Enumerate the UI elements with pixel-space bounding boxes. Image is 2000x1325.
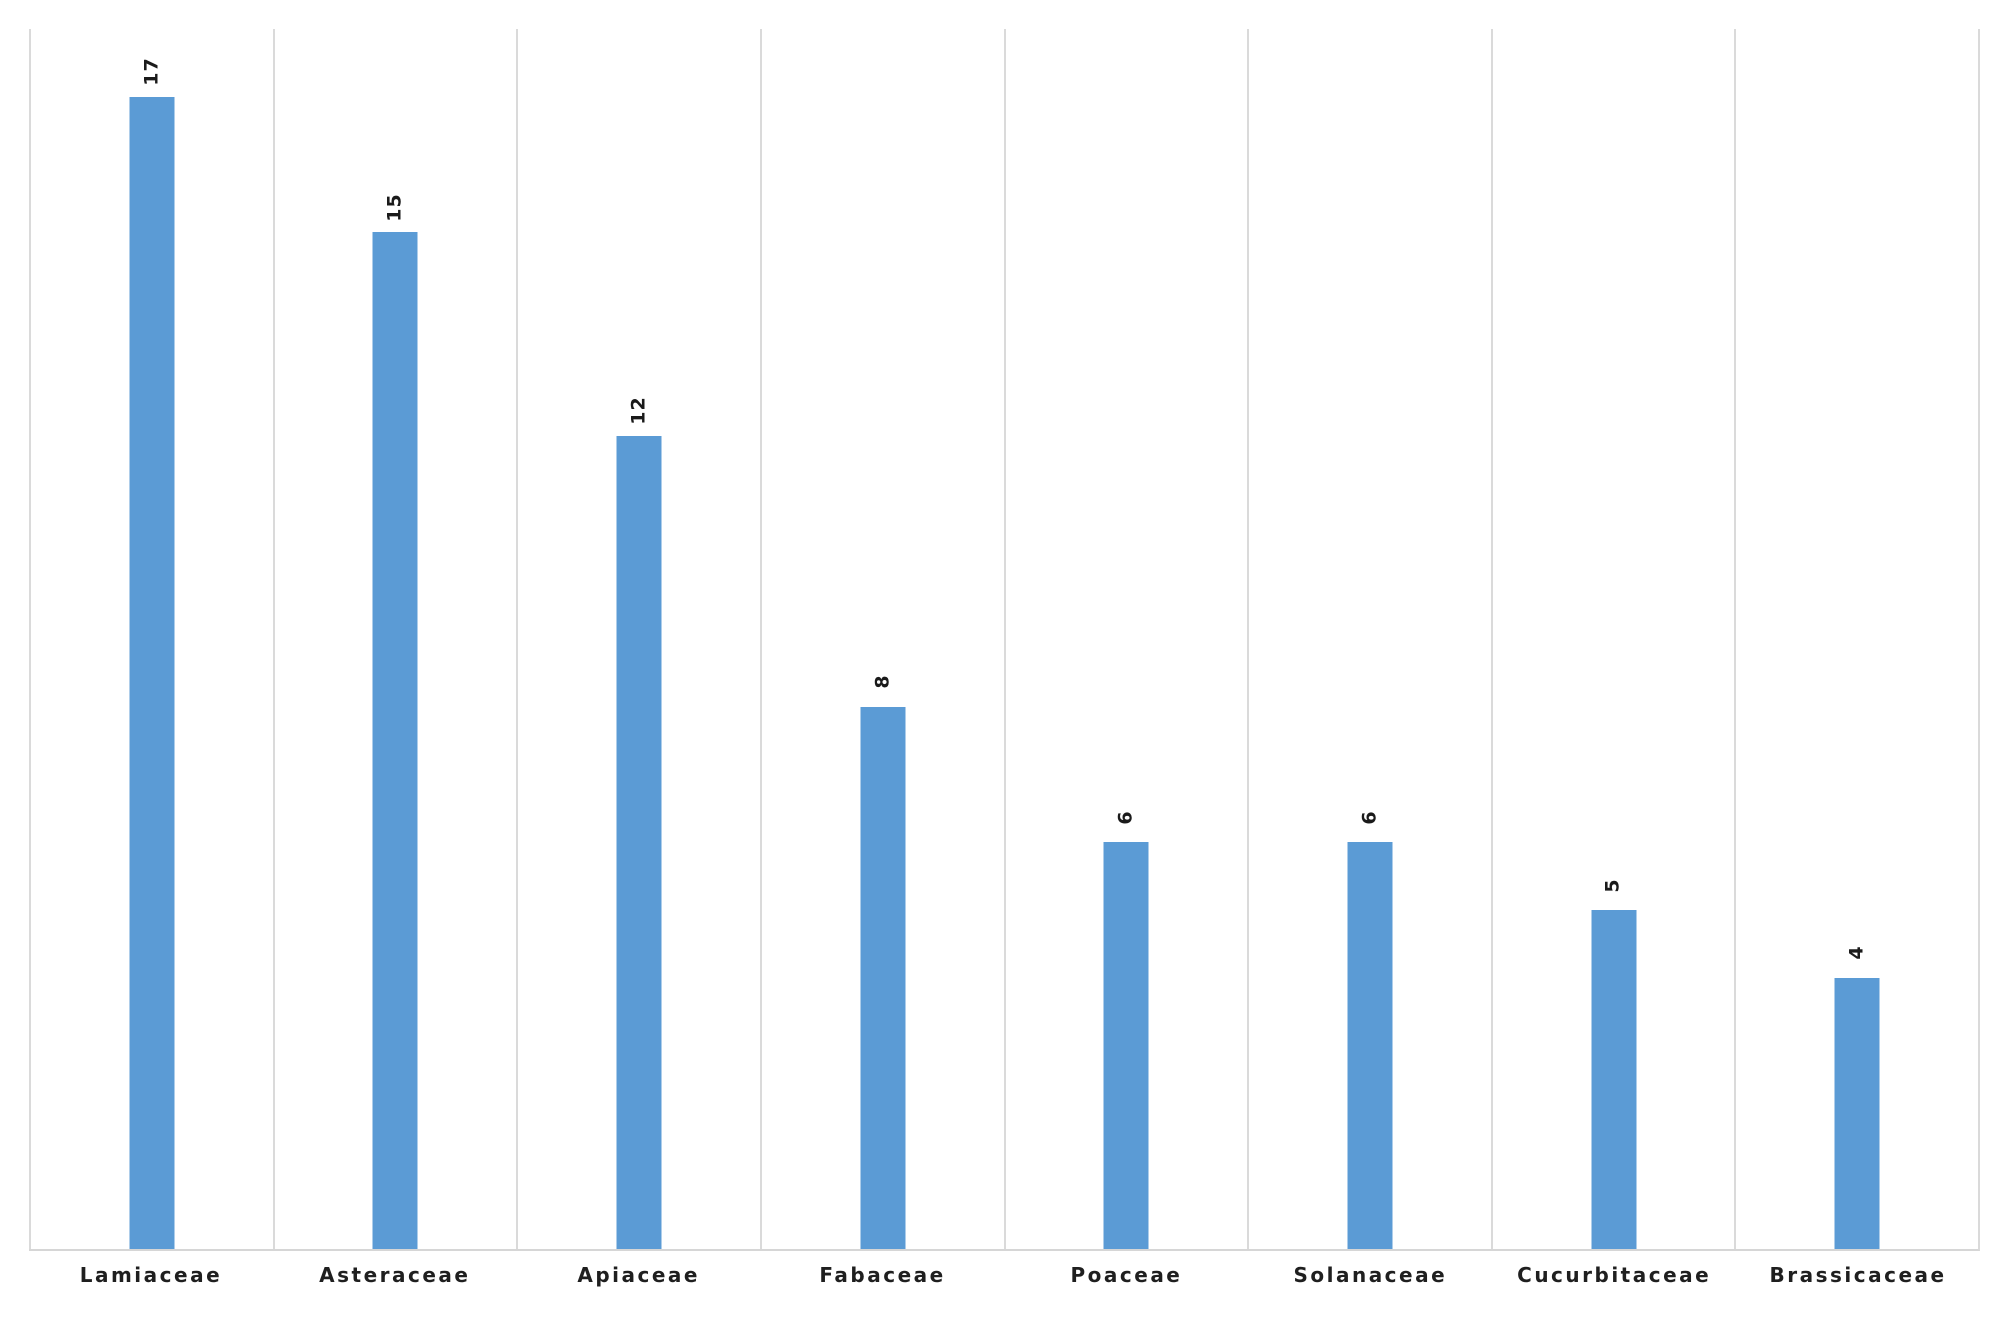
category-label: Asteraceae [319,1263,471,1287]
bar [1591,910,1637,1249]
data-label-anchor: 12 [518,386,760,436]
data-label: 15 [383,193,406,222]
bar [860,706,906,1249]
chart-column: 8 [759,29,1004,1249]
data-label: 5 [1602,878,1625,893]
category-label: Poaceae [1070,1263,1183,1287]
data-label-anchor: 17 [31,47,273,97]
chart-column: 17 [29,29,273,1249]
bar [372,232,418,1249]
category-label: Cucurbitaceae [1517,1263,1712,1287]
data-label: 6 [1358,810,1381,825]
chart-column: 4 [1734,29,1978,1249]
chart-column: 6 [1247,29,1491,1249]
data-label-anchor: 5 [1493,860,1735,910]
plot-area: 17 15 12 8 6 6 5 4 [29,29,1980,1251]
data-label: 17 [140,57,163,87]
data-label: 4 [1845,945,1868,961]
chart-column: 6 [1003,29,1248,1249]
data-label: 8 [871,674,894,689]
bar [616,435,662,1249]
data-label-anchor: 4 [1736,928,1978,978]
bar [1103,842,1149,1249]
chart-column: 5 [1490,29,1735,1249]
category-label: Solanaceae [1293,1263,1448,1287]
bar [1347,842,1393,1249]
data-label-anchor: 8 [762,657,1004,707]
data-label-anchor: 15 [275,182,517,232]
category-label: Apiaceae [577,1263,700,1287]
chart-column: 12 [516,29,760,1249]
chart-column: 15 [272,29,517,1249]
x-axis-category-labels: Lamiaceae Asteraceae Apiaceae Fabaceae Poace… [29,1263,1980,1287]
category-label: Brassicaceae [1769,1263,1947,1287]
bar [1834,977,1880,1249]
data-label: 6 [1114,810,1137,825]
category-label: Fabaceae [819,1263,946,1287]
bar [129,96,175,1249]
data-label-anchor: 6 [1006,792,1248,842]
data-label-anchor: 6 [1249,792,1491,842]
category-label: Lamiaceae [79,1263,223,1287]
data-label: 12 [627,396,650,425]
